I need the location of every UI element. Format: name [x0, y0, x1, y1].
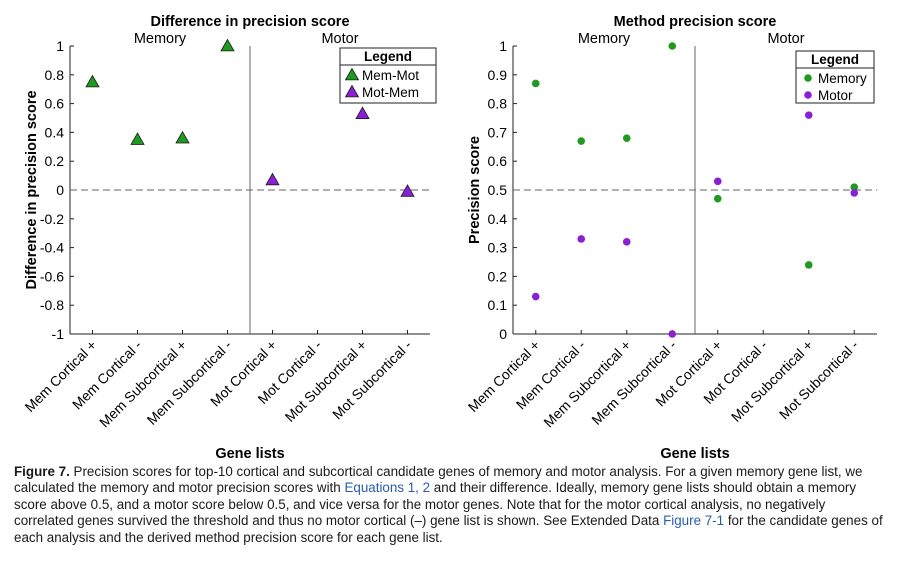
y-axis-label: Difference in precision score [24, 90, 40, 289]
y-tick-label: 0.4 [488, 211, 508, 227]
y-tick-label: 0 [56, 182, 64, 198]
point-memory-mem-subcortical [668, 42, 677, 50]
legend-entry-motor: Motor [818, 88, 853, 103]
chart-title: Difference in precision score [150, 14, 349, 30]
y-tick-label: -1 [52, 326, 65, 342]
y-tick-label: 0 [499, 326, 507, 342]
y-tick-label: 0.6 [488, 153, 508, 169]
y-tick-label: -0.6 [40, 268, 64, 284]
y-tick-label: 0.2 [45, 153, 65, 169]
x-tick-label-mem-subcortical: Mem Subcortical + [540, 337, 634, 431]
y-tick-label: -0.4 [40, 240, 64, 256]
legend-title: Legend [364, 49, 412, 64]
figure-caption: Figure 7. Precision scores for top-10 co… [14, 464, 886, 546]
point-motor-mot-subcortical [804, 111, 813, 119]
x-axis-label: Gene lists [660, 446, 729, 460]
y-tick-label: -0.2 [40, 211, 64, 227]
point-memory-mem-cortical [577, 137, 586, 145]
point-memory-mem-cortical [531, 79, 540, 88]
legend-marker-mot-mem [344, 84, 360, 98]
point-mot-mem-mot-subcortical [400, 184, 415, 197]
point-motor-mem-cortical [531, 292, 540, 301]
x-tick-label-mem-subcortical: Mem Subcortical - [144, 337, 235, 428]
point-mem-mot-mem-subcortical [175, 130, 190, 144]
y-tick-label: 0.9 [488, 67, 508, 83]
point-motor-mem-cortical [577, 235, 586, 243]
legend-entry-memory: Memory [818, 71, 867, 86]
y-tick-label: 0.8 [45, 67, 65, 83]
point-mem-mot-mem-subcortical [220, 38, 235, 52]
y-axis-label: Precision score [467, 136, 483, 244]
chart-title: Method precision score [614, 14, 777, 30]
legend-entry-mem-mot: Mem-Mot [362, 68, 419, 83]
legend-entry-mot-mem: Mot-Mem [362, 85, 419, 100]
y-tick-label: 0.1 [488, 297, 508, 313]
y-tick-label: 1 [56, 38, 64, 54]
equations-link[interactable]: Equations 1, 2 [344, 480, 431, 496]
point-memory-mem-subcortical [622, 134, 631, 142]
point-memory-mot-cortical [713, 194, 722, 203]
point-motor-mot-cortical [713, 177, 722, 186]
caption-label: Figure 7. [14, 464, 70, 479]
legend-marker-mem-mot [344, 67, 360, 81]
section-label-memory: Memory [134, 31, 187, 47]
section-label-motor: Motor [767, 31, 804, 47]
caption-text-2: and their difference. Ideally, memory ge… [14, 480, 857, 529]
point-memory-mot-subcortical [804, 261, 813, 269]
legend-marker-motor [804, 91, 812, 99]
x-tick-label-mot-subcortical: Mot Subcortical - [776, 337, 862, 423]
extended-figure-link[interactable]: Figure 7-1 [663, 513, 725, 529]
point-motor-mem-subcortical [622, 238, 631, 246]
section-label-memory: Memory [578, 31, 631, 47]
point-mem-mot-mem-cortical [85, 74, 100, 88]
caption-text-1: Precision scores for top-10 cortical and… [14, 464, 863, 496]
caption-text-3: for the candidate genes of each analysis… [14, 513, 883, 545]
y-tick-label: 0.6 [45, 96, 65, 112]
point-memory-mot-subcortical [850, 183, 859, 191]
point-mot-mem-mot-subcortical [355, 106, 370, 119]
section-label-motor: Motor [321, 31, 358, 47]
legend-marker-memory [804, 74, 812, 82]
point-motor-mem-subcortical [668, 330, 677, 338]
y-tick-label: 0.3 [488, 240, 508, 256]
y-tick-label: 0.8 [488, 96, 508, 112]
point-motor-mot-subcortical [850, 189, 859, 197]
x-tick-label-mot-subcortical: Mot Subcortical + [282, 337, 370, 425]
point-mem-mot-mem-cortical [130, 132, 145, 145]
y-tick-label: -0.8 [40, 297, 64, 313]
y-tick-label: 0.4 [45, 124, 65, 140]
y-tick-label: 0.2 [488, 268, 508, 284]
x-tick-label-mot-subcortical: Mot Subcortical - [329, 337, 415, 423]
x-axis-label: Gene lists [215, 446, 284, 460]
y-tick-label: 0.5 [488, 182, 508, 198]
y-tick-label: 1 [499, 38, 507, 54]
x-tick-label-mot-subcortical: Mot Subcortical + [728, 337, 816, 425]
x-tick-label-mem-subcortical: Mem Subcortical - [588, 337, 679, 428]
legend-title: Legend [811, 52, 859, 67]
point-mot-mem-mot-cortical [265, 172, 280, 186]
y-tick-label: 0.7 [488, 124, 508, 140]
